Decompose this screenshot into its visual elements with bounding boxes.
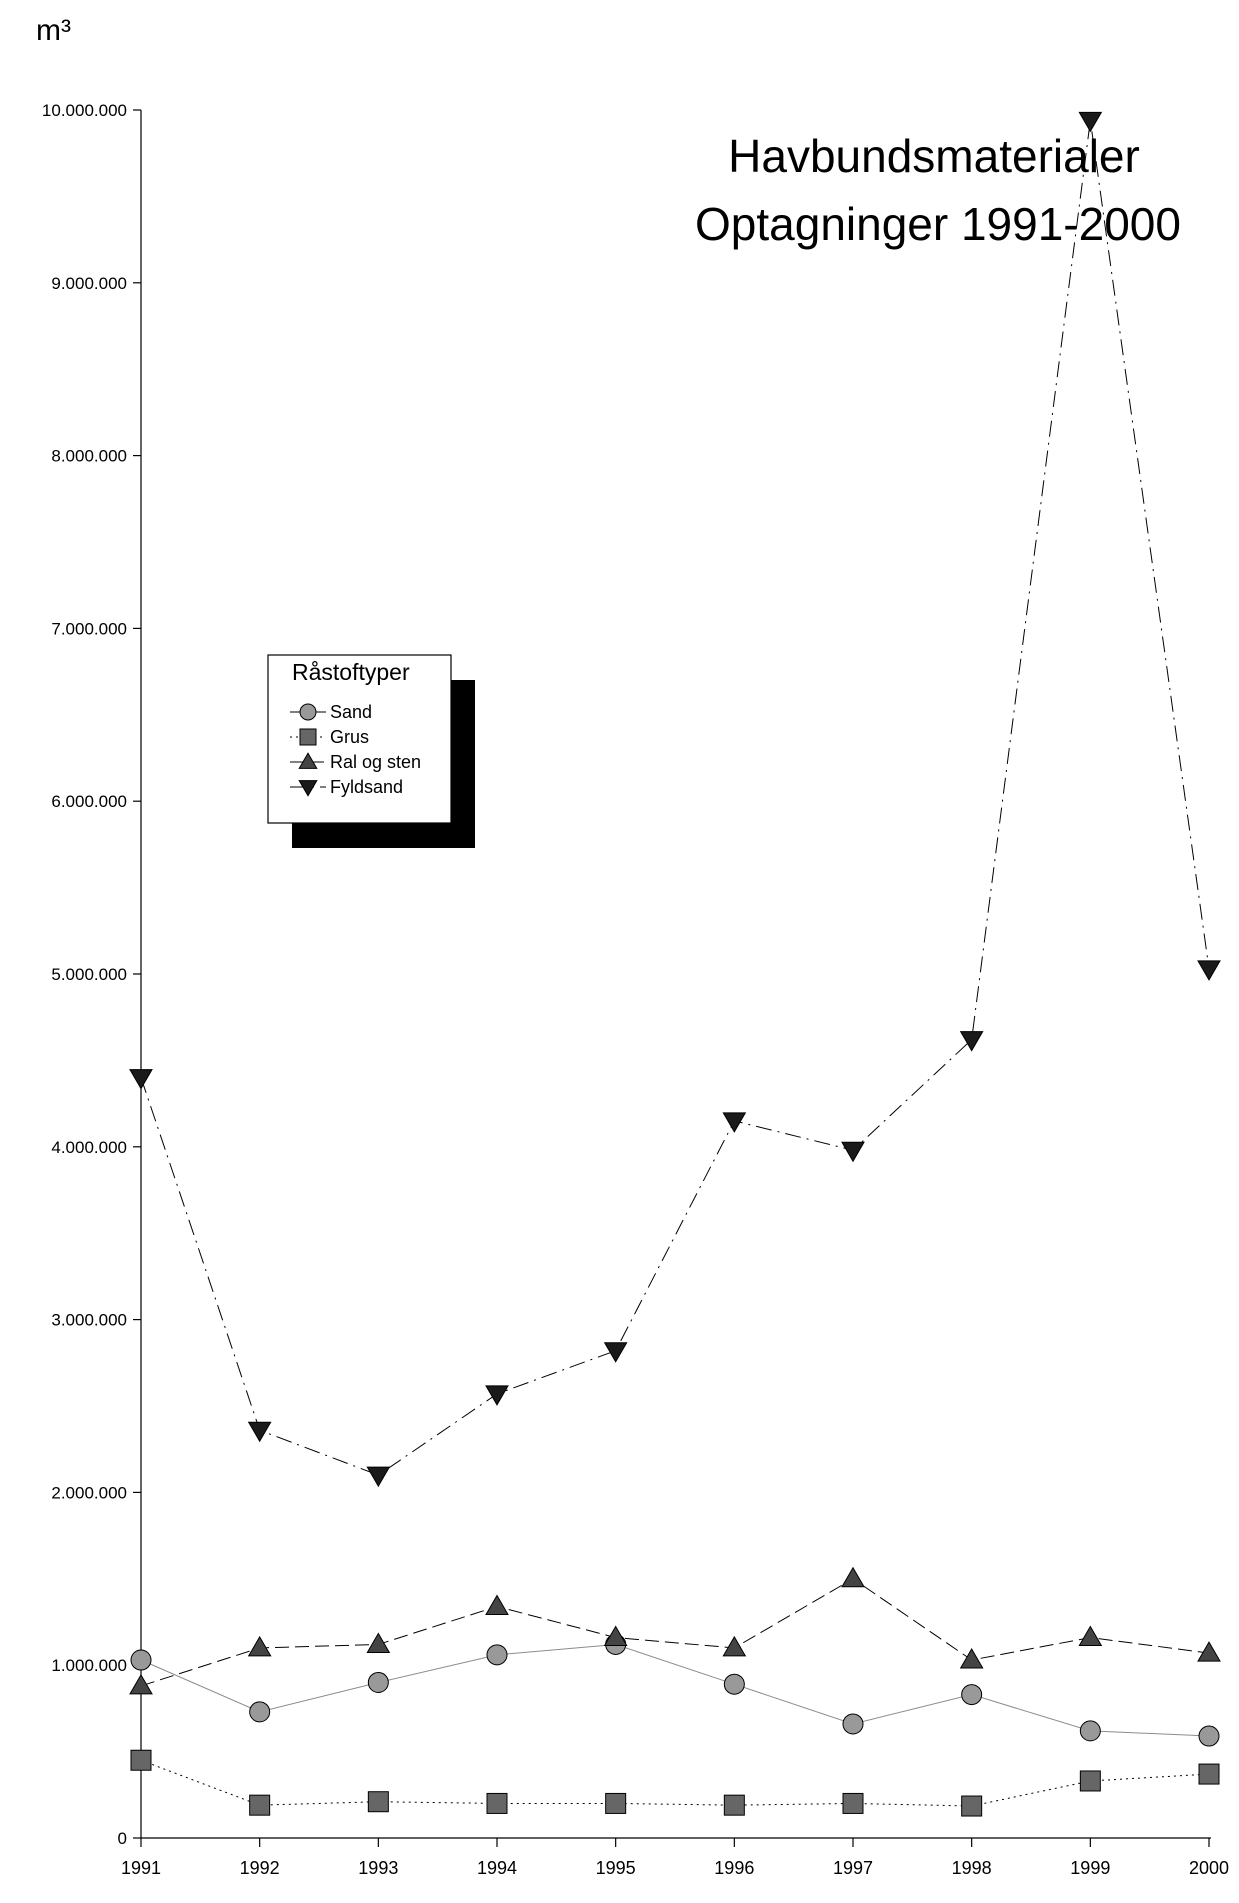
data-point-grus xyxy=(1079,1770,1101,1792)
data-point-sand xyxy=(249,1701,271,1723)
data-point-fyldsand xyxy=(366,1466,391,1488)
data-point-grus xyxy=(130,1749,152,1771)
data-point-grus xyxy=(486,1792,508,1814)
chart-title-line-2: Optagninger 1991-2000 xyxy=(695,198,1181,250)
y-tick-label: 2.000.000 xyxy=(51,1483,127,1502)
data-point-fyldsand xyxy=(722,1112,747,1133)
series-line-sand xyxy=(140,1643,1210,1737)
series-grus xyxy=(130,1749,1220,1817)
x-tick-label: 1991 xyxy=(121,1858,161,1878)
y-tick-label: 7.000.000 xyxy=(51,619,127,638)
data-point-ral-og-sten xyxy=(841,1566,865,1588)
data-point-grus xyxy=(249,1794,271,1816)
data-point-fyldsand xyxy=(1197,960,1221,981)
series-ral-og-sten xyxy=(129,1566,1221,1695)
data-point-ral-og-sten xyxy=(247,1635,272,1657)
y-tick-label: 6.000.000 xyxy=(51,792,127,811)
data-point-grus xyxy=(842,1792,864,1814)
x-tick-label: 1992 xyxy=(240,1858,280,1878)
data-point-ral-og-sten xyxy=(1197,1641,1221,1662)
data-point-sand xyxy=(130,1649,152,1671)
legend-marker-grus xyxy=(299,728,317,746)
x-tick-label: 1997 xyxy=(833,1858,873,1878)
legend-label: Sand xyxy=(330,702,372,722)
y-tick-label: 4.000.000 xyxy=(51,1138,127,1157)
legend-entry-fyldsand: Fyldsand xyxy=(290,777,403,797)
data-point-sand xyxy=(842,1713,864,1735)
data-point-sand xyxy=(723,1673,745,1695)
x-tick-label: 1998 xyxy=(952,1858,992,1878)
legend-label: Ral og sten xyxy=(330,752,421,772)
data-point-grus xyxy=(723,1794,745,1816)
chart-title-line-1: Havbundsmaterialer xyxy=(728,130,1140,182)
y-tick-label: 8.000.000 xyxy=(51,447,127,466)
x-tick-label: 1993 xyxy=(358,1858,398,1878)
y-tick-label: 9.000.000 xyxy=(51,274,127,293)
x-tick-label: 1999 xyxy=(1070,1858,1110,1878)
series-line-grus xyxy=(140,1759,1210,1807)
data-point-sand xyxy=(367,1671,389,1693)
series-sand xyxy=(130,1633,1220,1747)
y-tick-label: 10.000.000 xyxy=(42,101,127,120)
data-point-fyldsand xyxy=(1078,111,1103,133)
series-fyldsand xyxy=(129,111,1221,1488)
legend-title: Råstoftyper xyxy=(292,659,410,685)
data-point-sand xyxy=(961,1684,983,1706)
data-point-sand xyxy=(1079,1720,1101,1742)
data-point-fyldsand xyxy=(129,1069,153,1090)
legend-marker-ral-og-sten xyxy=(298,752,318,769)
data-point-fyldsand xyxy=(959,1031,984,1052)
series-layer xyxy=(129,111,1221,1817)
legend-entry-grus: Grus xyxy=(290,727,369,747)
legend: Råstoftyper Sand Grus Ral og sten Fyldsand xyxy=(267,654,475,848)
y-tick-label: 5.000.000 xyxy=(51,965,127,984)
data-point-fyldsand xyxy=(247,1421,272,1443)
data-point-fyldsand xyxy=(485,1385,509,1406)
legend-entries: Sand Grus Ral og sten Fyldsand xyxy=(290,702,421,797)
data-point-fyldsand xyxy=(603,1342,628,1363)
x-tick-label: 1994 xyxy=(477,1858,517,1878)
data-point-grus xyxy=(367,1791,389,1813)
legend-label: Fyldsand xyxy=(330,777,403,797)
data-point-fyldsand xyxy=(841,1141,865,1163)
data-point-ral-og-sten xyxy=(485,1594,509,1615)
legend-label: Grus xyxy=(330,727,369,747)
series-line-ral-og-sten xyxy=(140,1578,1210,1687)
data-point-grus xyxy=(605,1792,627,1814)
y-tick-label: 3.000.000 xyxy=(51,1311,127,1330)
data-point-ral-og-sten xyxy=(722,1635,747,1657)
legend-marker-fyldsand xyxy=(298,780,318,797)
y-unit-label: m³ xyxy=(36,14,71,47)
legend-box xyxy=(267,654,452,824)
data-point-ral-og-sten xyxy=(129,1673,153,1695)
legend-entry-sand: Sand xyxy=(290,702,372,722)
data-point-sand xyxy=(486,1644,508,1666)
x-tick-label: 2000 xyxy=(1189,1858,1229,1878)
data-point-ral-og-sten xyxy=(603,1625,628,1647)
legend-marker-sand xyxy=(299,703,317,721)
data-point-grus xyxy=(961,1795,983,1817)
data-point-ral-og-sten xyxy=(1078,1625,1103,1647)
x-tick-label: 1996 xyxy=(714,1858,754,1878)
data-point-ral-og-sten xyxy=(959,1648,984,1669)
legend-entry-ral-og-sten: Ral og sten xyxy=(290,752,421,772)
data-point-ral-og-sten xyxy=(366,1632,391,1653)
x-tick-label: 1995 xyxy=(596,1858,636,1878)
y-tick-label: 1.000.000 xyxy=(51,1656,127,1675)
axes: 0 1.000.000 2.000.000 3.000.000 4.000.000 5.0… xyxy=(42,101,1229,1878)
data-point-grus xyxy=(1198,1763,1220,1785)
data-point-sand xyxy=(1198,1725,1220,1747)
y-tick-label: 0 xyxy=(118,1829,127,1848)
series-line-fyldsand xyxy=(140,120,1210,1476)
